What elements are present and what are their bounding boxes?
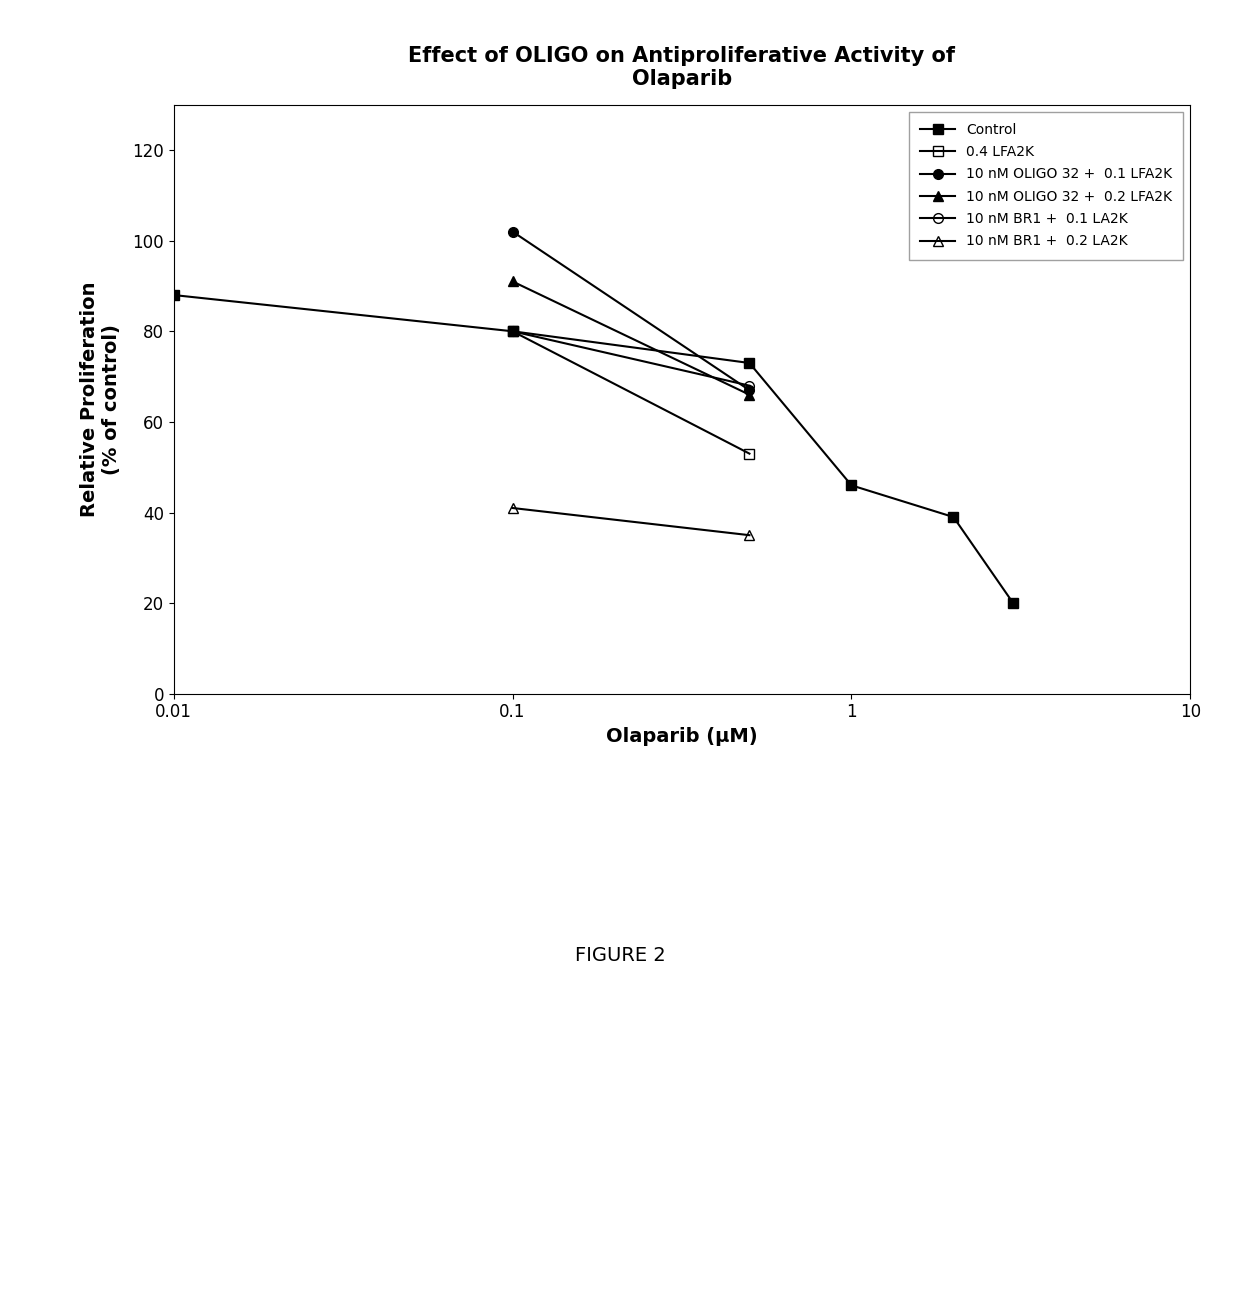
Line: Control: Control — [169, 291, 1018, 607]
Control — [844, 478, 859, 493]
0.4 LFA2K — [505, 323, 520, 339]
Text: FIGURE 2: FIGURE 2 — [574, 946, 666, 965]
Control — [166, 287, 181, 302]
10 nM OLIGO 32 +  0.1 LFA2K — [505, 224, 520, 240]
X-axis label: Olaparib (μM): Olaparib (μM) — [606, 726, 758, 746]
Line: 10 nM BR1 +  0.1 LA2K: 10 nM BR1 + 0.1 LA2K — [507, 326, 754, 390]
10 nM BR1 +  0.1 LA2K — [505, 323, 520, 339]
Control — [946, 509, 961, 525]
0.4 LFA2K — [742, 446, 756, 462]
Line: 10 nM OLIGO 32 +  0.1 LFA2K: 10 nM OLIGO 32 + 0.1 LFA2K — [507, 226, 754, 395]
Line: 0.4 LFA2K: 0.4 LFA2K — [507, 326, 754, 458]
10 nM BR1 +  0.2 LA2K — [742, 528, 756, 543]
Legend: Control, 0.4 LFA2K, 10 nM OLIGO 32 +  0.1 LFA2K, 10 nM OLIGO 32 +  0.2 LFA2K, 10: Control, 0.4 LFA2K, 10 nM OLIGO 32 + 0.1… — [909, 111, 1183, 259]
Title: Effect of OLIGO on Antiproliferative Activity of
Olaparib: Effect of OLIGO on Antiproliferative Act… — [408, 46, 956, 89]
Line: 10 nM BR1 +  0.2 LA2K: 10 nM BR1 + 0.2 LA2K — [507, 503, 754, 541]
10 nM OLIGO 32 +  0.2 LFA2K — [742, 387, 756, 403]
10 nM BR1 +  0.1 LA2K — [742, 378, 756, 394]
Control — [505, 323, 520, 339]
10 nM BR1 +  0.2 LA2K — [505, 500, 520, 516]
Control — [1006, 596, 1021, 611]
Line: 10 nM OLIGO 32 +  0.2 LFA2K: 10 nM OLIGO 32 + 0.2 LFA2K — [507, 276, 754, 399]
10 nM OLIGO 32 +  0.1 LFA2K — [742, 382, 756, 398]
10 nM OLIGO 32 +  0.2 LFA2K — [505, 274, 520, 289]
Y-axis label: Relative Proliferation
(% of control): Relative Proliferation (% of control) — [81, 281, 122, 517]
Control — [742, 355, 756, 370]
